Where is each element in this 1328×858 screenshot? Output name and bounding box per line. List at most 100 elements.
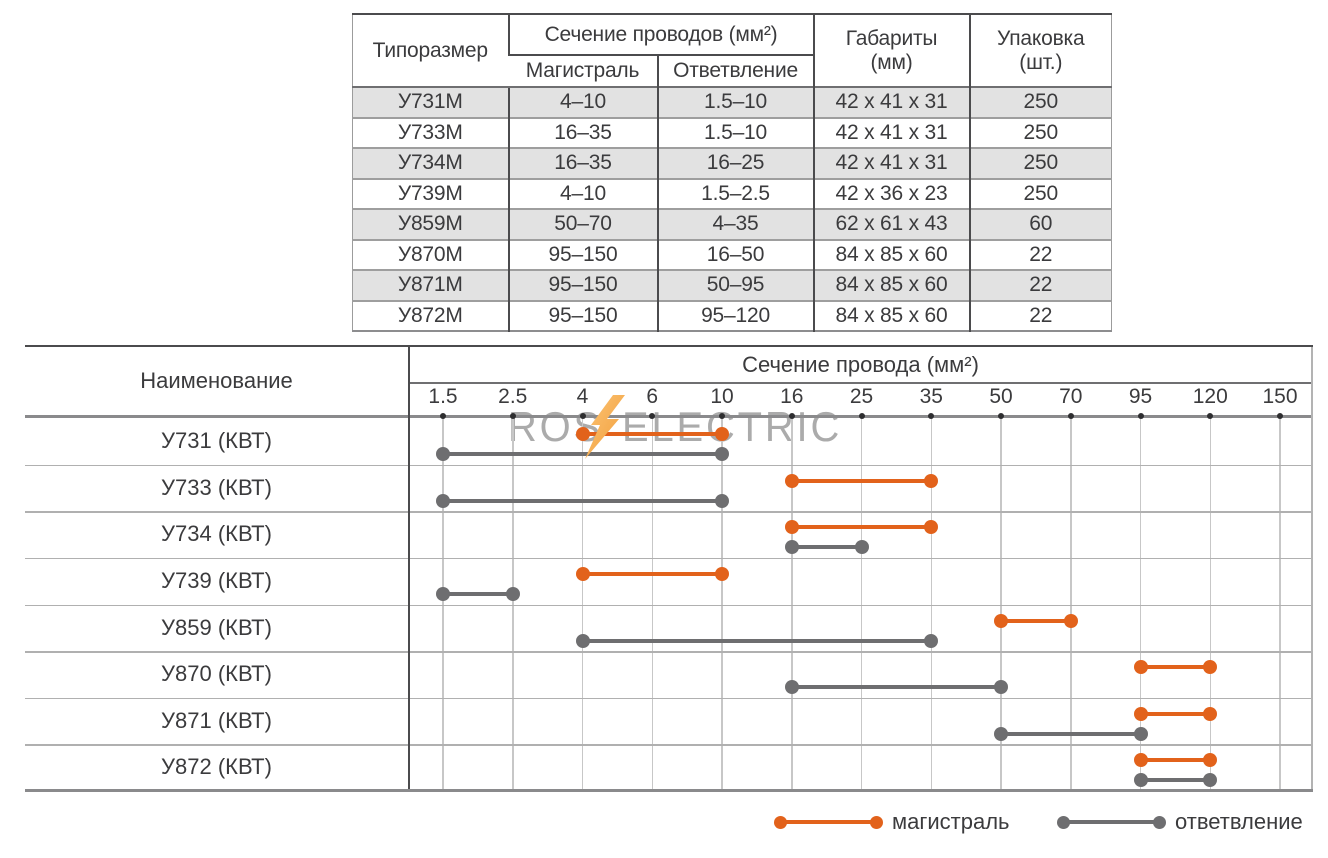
range-magistral	[1133, 706, 1217, 721]
chart-row-label: У871 (КВТ)	[161, 707, 272, 733]
chart-gridline	[1279, 418, 1281, 789]
chart-row-separator	[25, 511, 1313, 513]
cell-pack: 250	[968, 177, 1112, 209]
chart-gridline	[1209, 418, 1211, 789]
cell-pack: 22	[968, 238, 1112, 270]
chart-gridline	[1070, 418, 1072, 789]
chart-row-label: У870 (КВТ)	[161, 661, 272, 687]
chart-row-label: У739 (КВТ)	[161, 567, 272, 593]
watermark-text-electric: ELECTRIC	[622, 403, 843, 450]
axis-tick-dot	[858, 413, 865, 419]
axis-tick-label: 70	[1059, 385, 1083, 408]
cell-model: У870М	[352, 238, 509, 270]
table-row: У739М 4–10 1.5–2.5 42 x 36 x 23 250	[352, 177, 1112, 209]
chart-header-underline	[408, 382, 1313, 384]
cell-pack: 250	[968, 147, 1112, 179]
col-header-otvetvlenie: Ответвление	[656, 55, 814, 87]
range-otvetvlenie	[436, 447, 729, 461]
legend-label-magistral: магистраль	[892, 809, 1010, 834]
legend-line-magistral	[774, 815, 883, 829]
axis-tick-label: 35	[919, 385, 943, 408]
range-otvetvlenie	[784, 540, 869, 555]
axis-tick-label: 95	[1128, 385, 1153, 408]
chart-gridline	[1139, 418, 1142, 789]
chart-gridline	[930, 418, 932, 789]
axis-tick-label: 16	[780, 385, 804, 408]
axis-tick-dot	[998, 413, 1004, 419]
axis-tick-dot	[928, 413, 935, 419]
spec-table: Типоразмер Сечение проводов (мм²) Габари…	[352, 13, 1113, 332]
cell-magistral: 4–10	[507, 177, 658, 209]
table-row: У731М 4–10 1.5–10 42 x 41 x 31 250	[352, 86, 1112, 118]
chart-axis-title: Сечение провода (мм²)	[742, 352, 979, 377]
chart-name-header: Наименование	[140, 368, 293, 393]
cell-pack: 60	[968, 208, 1112, 240]
axis-tick-label: 50	[989, 385, 1013, 408]
axis-tick-dot	[509, 413, 516, 419]
axis-tick-dot	[440, 413, 446, 419]
axis-tick-label: 25	[849, 385, 874, 408]
cell-dims: 42 x 36 x 23	[812, 177, 970, 209]
axis-tick-dot	[649, 413, 656, 419]
chart-gridline	[512, 418, 514, 789]
table-row: У733М 16–35 1.5–10 42 x 41 x 31 250	[352, 116, 1112, 148]
chart-row-separator	[25, 697, 1313, 700]
cell-dims: 84 x 85 x 60	[812, 269, 970, 301]
range-otvetvlenie	[436, 586, 520, 601]
cell-dims: 42 x 41 x 31	[812, 147, 970, 179]
table-row: У734М 16–35 16–25 42 x 41 x 31 250	[352, 147, 1112, 179]
axis-tick-dot	[1067, 413, 1074, 419]
chart-row-label: У731 (КВТ)	[161, 428, 272, 453]
cell-pack: 250	[968, 116, 1112, 148]
range-otvetvlenie	[994, 726, 1147, 741]
cell-pack: 22	[968, 269, 1112, 301]
cell-dims: 84 x 85 x 60	[812, 238, 970, 270]
chart-row-label: У734 (КВТ)	[161, 521, 272, 547]
axis-tick-dot	[1207, 413, 1214, 419]
range-magistral	[575, 427, 729, 441]
legend-line-otvetvlenie	[1057, 815, 1166, 829]
col-header-dims: Габариты (мм)	[812, 14, 970, 87]
chart-gridline	[1000, 418, 1002, 789]
axis-tick-dot	[719, 413, 725, 419]
chart-row-separator	[25, 464, 1313, 467]
chart-gridline	[442, 418, 444, 789]
table-row: У859М 50–70 4–35 62 x 61 x 43 60	[352, 208, 1112, 240]
cell-model: У871М	[352, 269, 509, 301]
chart-row-label: У859 (КВТ)	[161, 614, 272, 640]
chart-row-separator	[25, 744, 1313, 746]
chart-gridline	[860, 418, 863, 789]
axis-tick-dot	[1137, 413, 1144, 419]
cell-magistral: 95–150	[507, 238, 658, 270]
axis-tick-dot	[788, 413, 795, 419]
range-magistral	[1133, 753, 1217, 768]
axis-tick-label: 10	[710, 385, 734, 408]
cell-otvetvlenie: 1.5–2.5	[656, 177, 814, 209]
axis-tick-dot	[1277, 413, 1283, 419]
chart-top-border	[25, 345, 1313, 347]
cell-otvetvlenie: 16–25	[656, 147, 814, 179]
cell-magistral: 95–150	[507, 269, 658, 301]
col-header-section-group: Сечение проводов (мм²)	[507, 14, 814, 56]
cell-magistral: 4–10	[507, 86, 658, 118]
cell-model: У739М	[352, 177, 509, 209]
axis-tick-label: 4	[576, 385, 589, 408]
col-header-typorazmer: Типоразмер	[372, 38, 488, 62]
chart-gridline	[651, 418, 653, 789]
range-magistral	[994, 613, 1078, 628]
cell-magistral: 95–150	[507, 299, 658, 331]
cell-model: У859М	[352, 208, 509, 240]
range-otvetvlenie	[1133, 773, 1217, 788]
cell-otvetvlenie: 4–35	[656, 208, 814, 240]
chart-row-separator	[25, 604, 1313, 606]
chart-row-label: У872 (КВТ)	[161, 754, 272, 780]
cell-magistral: 16–35	[507, 147, 658, 179]
cell-pack: 22	[968, 299, 1112, 331]
lightning-bolt-icon	[585, 395, 625, 459]
chart-gridline	[721, 418, 723, 789]
cell-dims: 42 x 41 x 31	[812, 116, 970, 148]
axis-tick-label: 150	[1262, 385, 1298, 408]
range-magistral	[784, 520, 938, 535]
axis-tick-label: 120	[1192, 385, 1228, 408]
cell-otvetvlenie: 16–50	[656, 238, 814, 270]
